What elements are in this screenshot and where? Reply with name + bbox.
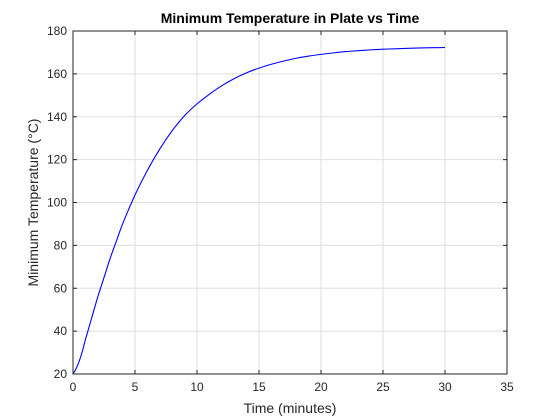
x-axis-label: Time (minutes)	[244, 400, 337, 416]
y-tick-label: 140	[47, 110, 67, 124]
y-axis-label: Minimum Temperature (°C)	[25, 119, 41, 287]
y-tick-label: 60	[54, 281, 68, 295]
series-line	[72, 46, 446, 375]
y-tick-label: 80	[54, 238, 68, 252]
x-tick-label: 10	[190, 380, 204, 394]
x-tick-label: 15	[252, 380, 266, 394]
y-tick-label: 120	[47, 153, 67, 167]
x-tick-label: 20	[314, 380, 328, 394]
y-tick-label: 40	[54, 324, 68, 338]
y-tick-label: 20	[54, 367, 68, 381]
axis-ticks: 0 5 10 15 20 25 30 35 20 40 60 80 100 120 140 160 180	[47, 24, 514, 394]
x-tick-label: 25	[376, 380, 390, 394]
y-tick-label: 160	[47, 67, 67, 81]
chart-title: Minimum Temperature in Plate vs Time	[161, 10, 420, 26]
y-tick-label: 100	[47, 196, 67, 210]
x-tick-label: 35	[500, 380, 514, 394]
grid	[73, 31, 507, 374]
x-tick-label: 5	[132, 380, 139, 394]
x-tick-label: 30	[438, 380, 452, 394]
x-tick-label: 0	[70, 380, 77, 394]
series-layer	[72, 46, 446, 375]
y-tick-label: 180	[47, 24, 67, 38]
